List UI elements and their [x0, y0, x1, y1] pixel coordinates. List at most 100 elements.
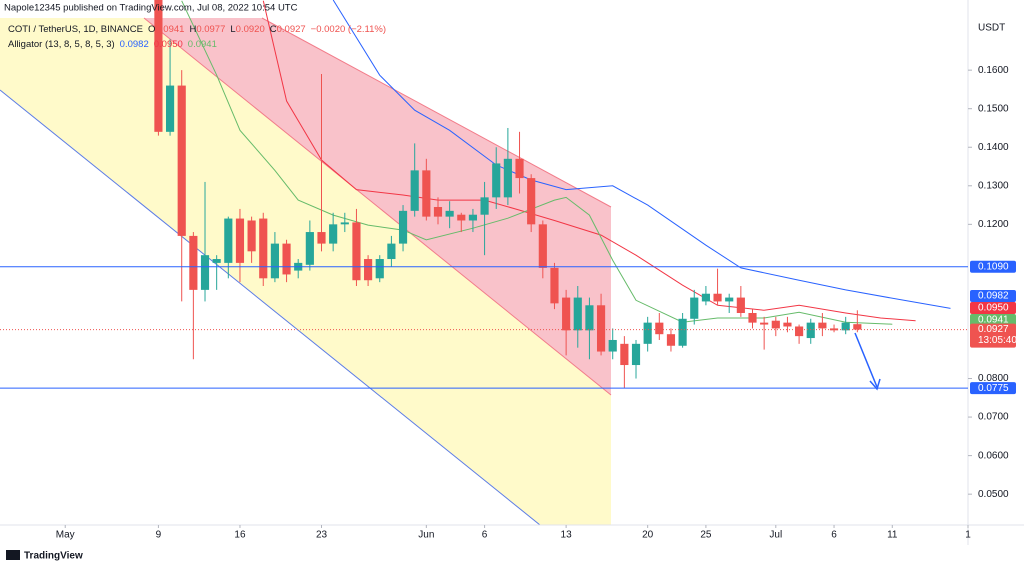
indicator-tag [970, 290, 1016, 302]
candle-body [585, 305, 594, 331]
price-tag [970, 382, 1016, 395]
y-tick-label: 0.1600 [978, 65, 1009, 76]
arrow [854, 332, 878, 388]
price-tag [970, 260, 1016, 273]
alligator-line [262, 0, 916, 322]
candle-body [352, 222, 361, 281]
candle-body [701, 293, 710, 302]
candle-body [410, 170, 419, 211]
legend-text: 0.0977 [196, 24, 225, 35]
candle-body [771, 320, 780, 329]
x-tick-label: 9 [156, 530, 162, 541]
candle-body [329, 224, 338, 244]
candle-body [468, 214, 478, 221]
x-tick-label: 6 [831, 530, 837, 541]
legend-text: O [148, 24, 155, 35]
y-tick-label: 0.0500 [978, 489, 1009, 500]
candle-body [200, 255, 210, 290]
candle-body [596, 305, 606, 352]
x-tick-label: 1 [965, 530, 971, 541]
yellow-channel [0, 18, 611, 525]
indicator-tag [970, 314, 1016, 326]
last-price-label: 0.0927 [978, 324, 1009, 335]
candle-body [527, 178, 536, 225]
candle-body [608, 339, 617, 352]
y-tick-label: 0.1300 [978, 180, 1009, 191]
candle-body [655, 322, 664, 335]
candle-body [538, 224, 547, 268]
candle-body [725, 297, 734, 302]
candle-body [154, 0, 163, 132]
price-tag-label: 0.0775 [978, 383, 1009, 394]
candle-body [247, 220, 256, 252]
indicator-tag-label: 0.0950 [978, 303, 1009, 314]
candle-body [620, 343, 629, 366]
x-tick-label: 20 [642, 530, 654, 541]
indicator-tag [970, 302, 1016, 314]
legend-text: Alligator (13, 8, 5, 8, 5, 3) [8, 39, 115, 50]
candle-body [643, 322, 652, 344]
x-tick-label: 25 [700, 530, 712, 541]
publisher: Napole12345 published on TradingView.com… [4, 3, 298, 14]
y-tick-label: 0.0600 [978, 450, 1009, 461]
indicator-tag-label: 0.0941 [978, 315, 1009, 326]
header: COTI / TetherUS, 1D, BINANCE O0.0941 H0.09… [8, 24, 386, 35]
x-tick-label: 23 [316, 530, 328, 541]
candle-body [562, 297, 571, 331]
candle-body [666, 334, 676, 346]
candle-body [503, 158, 512, 198]
brand: TradingView [24, 551, 83, 562]
candle-body [748, 312, 757, 323]
candle-body [550, 267, 559, 304]
legend-text: 0.0982 [120, 39, 149, 50]
legend-text: 0.0950 [154, 39, 183, 50]
candle-body [445, 210, 454, 217]
candle-body [305, 232, 314, 265]
candle-body [375, 259, 384, 279]
legend-text: H [189, 24, 196, 35]
candle-body [457, 214, 466, 221]
candle-body [422, 170, 431, 217]
candle-body [398, 210, 408, 244]
candle-body [783, 322, 792, 327]
candle-body [492, 163, 501, 198]
channel-line [143, 17, 612, 396]
indicator-legend: Alligator (13, 8, 5, 8, 5, 3) 0.0982 0.095… [8, 39, 217, 50]
candle-body [678, 318, 687, 346]
y-tick-label: 0.1500 [978, 103, 1009, 114]
candle-body [224, 218, 233, 263]
x-tick-label: 16 [234, 530, 246, 541]
y-tick-label: 0.0800 [978, 373, 1009, 384]
candle-body [212, 259, 221, 263]
candle-body [189, 235, 198, 290]
candle-body [340, 222, 349, 225]
candle-body [795, 326, 804, 337]
legend-text: 0.0927 [277, 24, 306, 35]
alligator-line [332, 0, 951, 309]
y-tick-label: 0.0700 [978, 412, 1009, 423]
countdown: 13:05:40 [978, 335, 1017, 346]
indicator-tag-label: 0.0982 [978, 291, 1009, 302]
candle-body [235, 218, 245, 263]
arrow-head [869, 378, 881, 391]
y-tick-label: 0.1200 [978, 219, 1009, 230]
legend-text: 0.0920 [236, 24, 265, 35]
channel-line [0, 89, 541, 525]
price-tag-label: 0.1090 [978, 261, 1009, 272]
x-tick-label: Jul [769, 530, 782, 541]
x-tick-label: May [56, 530, 75, 541]
legend-text: −0.0020 (−2.11%) [311, 24, 386, 35]
candle-body [841, 322, 850, 331]
channel-line [261, 17, 612, 208]
candle-body [573, 297, 582, 331]
legend-text: C [270, 24, 277, 35]
legend-text: 0.0941 [188, 39, 217, 50]
candle-body [713, 293, 722, 302]
logo [6, 550, 20, 560]
candle-body [387, 243, 396, 260]
candle-body [177, 85, 186, 236]
candle-body [282, 243, 291, 275]
candle-body [631, 343, 641, 366]
plot [154, 0, 951, 389]
